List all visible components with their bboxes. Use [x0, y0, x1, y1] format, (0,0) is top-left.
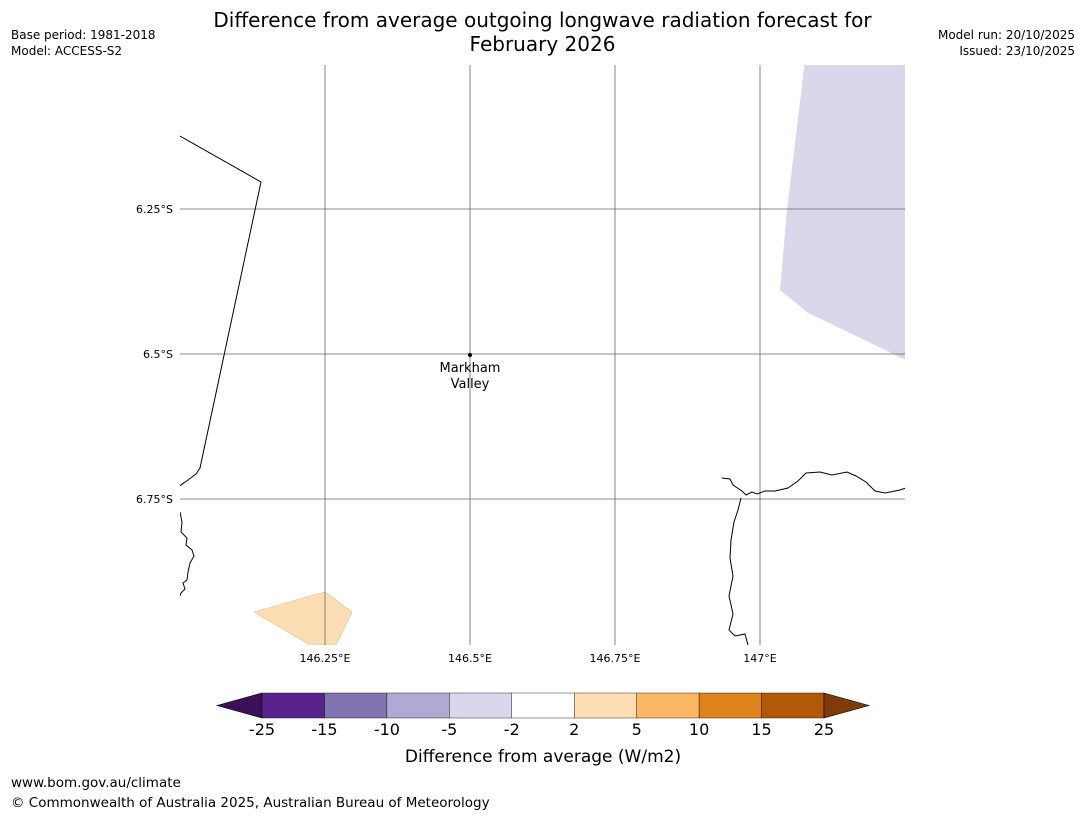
model-name: Model: ACCESS-S2	[11, 44, 123, 58]
lat-label: 6.25°S	[136, 203, 173, 216]
coastline-west	[180, 511, 195, 597]
chart-title: Difference from average outgoing longwav…	[180, 8, 905, 56]
colorbar-bin	[761, 692, 825, 719]
lat-label: 6.5°S	[143, 348, 173, 361]
colorbar-tick-label: -5	[441, 720, 457, 739]
meta-left: Base period: 1981-2018 Model: ACCESS-S2	[11, 27, 156, 59]
colorbar-bin	[636, 692, 700, 719]
colorbar-bin	[511, 692, 575, 719]
colorbar-tick-label: 25	[814, 720, 834, 739]
colorbar-tick-label: 2	[569, 720, 579, 739]
graticule	[180, 65, 905, 645]
footer-url: www.bom.gov.au/climate	[11, 775, 181, 791]
lon-label: 146.25°E	[300, 652, 351, 665]
province-border	[180, 135, 262, 487]
colorbar-bin	[698, 692, 762, 719]
place-label-line2: Valley	[451, 377, 490, 392]
map-area	[180, 65, 905, 645]
colorbar-bin	[386, 692, 450, 719]
title-line-1: Difference from average outgoing longwav…	[213, 8, 872, 32]
model-run: Model run: 20/10/2025	[937, 28, 1075, 42]
anomaly-region-positive	[253, 591, 353, 645]
lon-label: 146.75°E	[590, 652, 641, 665]
river-outline	[728, 497, 749, 645]
base-period: Base period: 1981-2018	[11, 28, 156, 42]
colorbar-bin	[574, 692, 637, 719]
colorbar-bin	[261, 692, 325, 719]
colorbar-tick-label: 5	[632, 720, 642, 739]
colorbar-over-triangle	[823, 692, 871, 719]
colorbar-tick-label: 10	[689, 720, 709, 739]
colorbar-label: Difference from average (W/m2)	[405, 747, 681, 767]
place-label-line1: Markham	[440, 361, 501, 376]
colorbar-bin	[449, 692, 512, 719]
colorbar-tick-label: -25	[249, 720, 275, 739]
colorbar-tick-label: -2	[504, 720, 520, 739]
colorbar-tick-label: 15	[751, 720, 771, 739]
coastlines	[180, 135, 905, 645]
colorbar-tick-label: -15	[311, 720, 337, 739]
lat-label: 6.75°S	[136, 493, 173, 506]
colorbar: -25 -15 -10 -5 -2 2 5 10 15 25 Difference from av…	[215, 692, 871, 767]
markham-valley-marker	[468, 353, 472, 357]
footer-copyright: © Commonwealth of Australia 2025, Austra…	[11, 795, 490, 811]
colorbar-bin	[324, 692, 388, 719]
anomaly-region-negative	[780, 65, 905, 360]
lon-label: 146.5°E	[448, 652, 492, 665]
meta-right: Model run: 20/10/2025 Issued: 23/10/2025	[938, 27, 1075, 59]
issued-date: Issued: 23/10/2025	[959, 44, 1075, 58]
colorbar-under-triangle	[215, 692, 263, 719]
coastline-east	[721, 471, 905, 496]
title-line-2: February 2026	[469, 32, 616, 56]
lon-label: 147°E	[743, 652, 776, 665]
colorbar-tick-label: -10	[374, 720, 400, 739]
